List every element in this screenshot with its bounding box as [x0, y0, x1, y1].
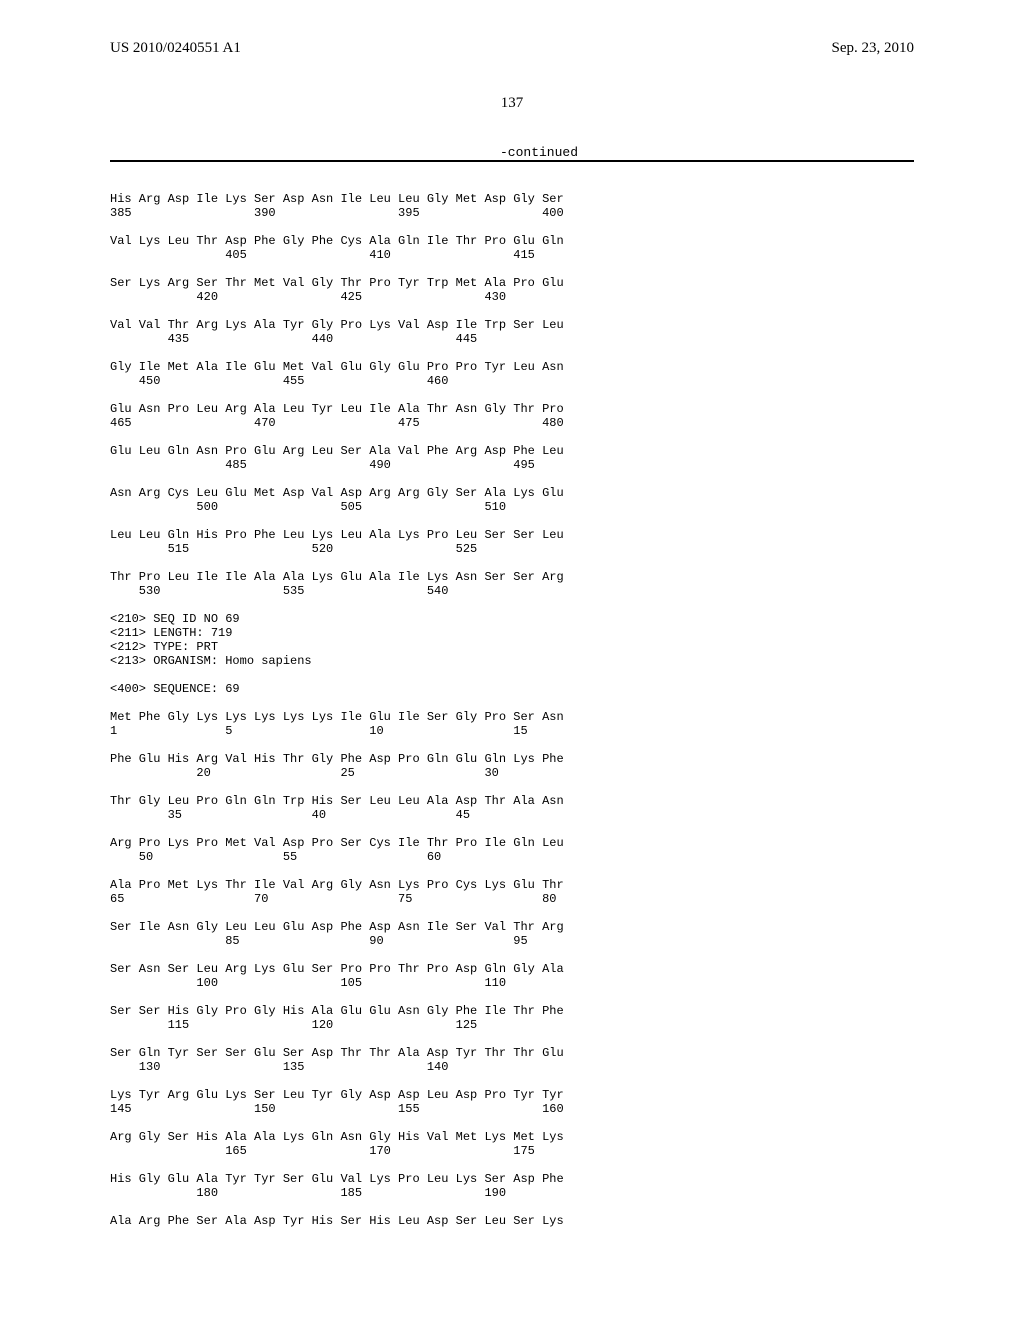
divider-rule [110, 160, 914, 162]
continued-label: -continued [500, 145, 578, 160]
sequence-listing: His Arg Asp Ile Lys Ser Asp Asn Ile Leu … [110, 192, 564, 1228]
issue-date: Sep. 23, 2010 [832, 40, 915, 57]
patent-number: US 2010/0240551 A1 [110, 40, 241, 57]
page-number: 137 [0, 95, 1024, 112]
